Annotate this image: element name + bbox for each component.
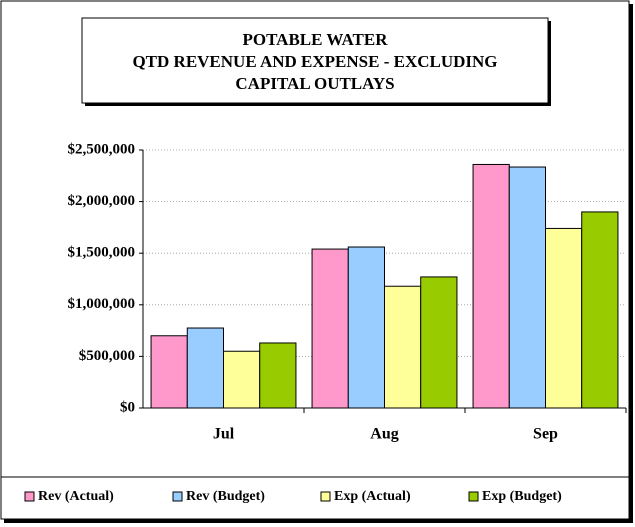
legend-label: Rev (Budget) [186, 489, 265, 504]
y-tick-label: $500,000 [79, 348, 135, 364]
chart-title: POTABLE WATER [242, 30, 388, 49]
legend-label: Exp (Actual) [334, 489, 411, 504]
legend-swatch [172, 491, 183, 502]
bar [384, 285, 422, 409]
chart-title: QTD REVENUE AND EXPENSE - EXCLUDING [132, 52, 497, 71]
y-tick-label: $0 [120, 399, 135, 415]
chart-title: CAPITAL OUTLAYS [235, 74, 394, 93]
legend-label: Rev (Actual) [38, 489, 114, 504]
bar [545, 227, 583, 409]
y-tick-label: $2,000,000 [68, 193, 136, 209]
bar [420, 276, 458, 409]
title-box [81, 17, 549, 104]
y-tick-label: $1,000,000 [68, 296, 136, 312]
legend-swatch [468, 491, 479, 502]
bar [472, 163, 510, 409]
bar [223, 350, 261, 409]
bar [581, 211, 619, 409]
x-tick-label: Sep [533, 426, 558, 443]
x-tick-label: Aug [370, 426, 398, 443]
y-tick-label: $1,500,000 [68, 245, 136, 261]
y-tick-label: $2,500,000 [68, 141, 136, 157]
bar [259, 342, 297, 409]
bar [186, 327, 224, 409]
bar [508, 166, 546, 409]
bar [347, 246, 385, 409]
legend-label: Exp (Budget) [482, 489, 562, 504]
legend-swatch [320, 491, 331, 502]
bar [150, 335, 188, 409]
bar [311, 248, 349, 409]
x-tick-label: Jul [213, 426, 235, 443]
legend-swatch [24, 491, 35, 502]
